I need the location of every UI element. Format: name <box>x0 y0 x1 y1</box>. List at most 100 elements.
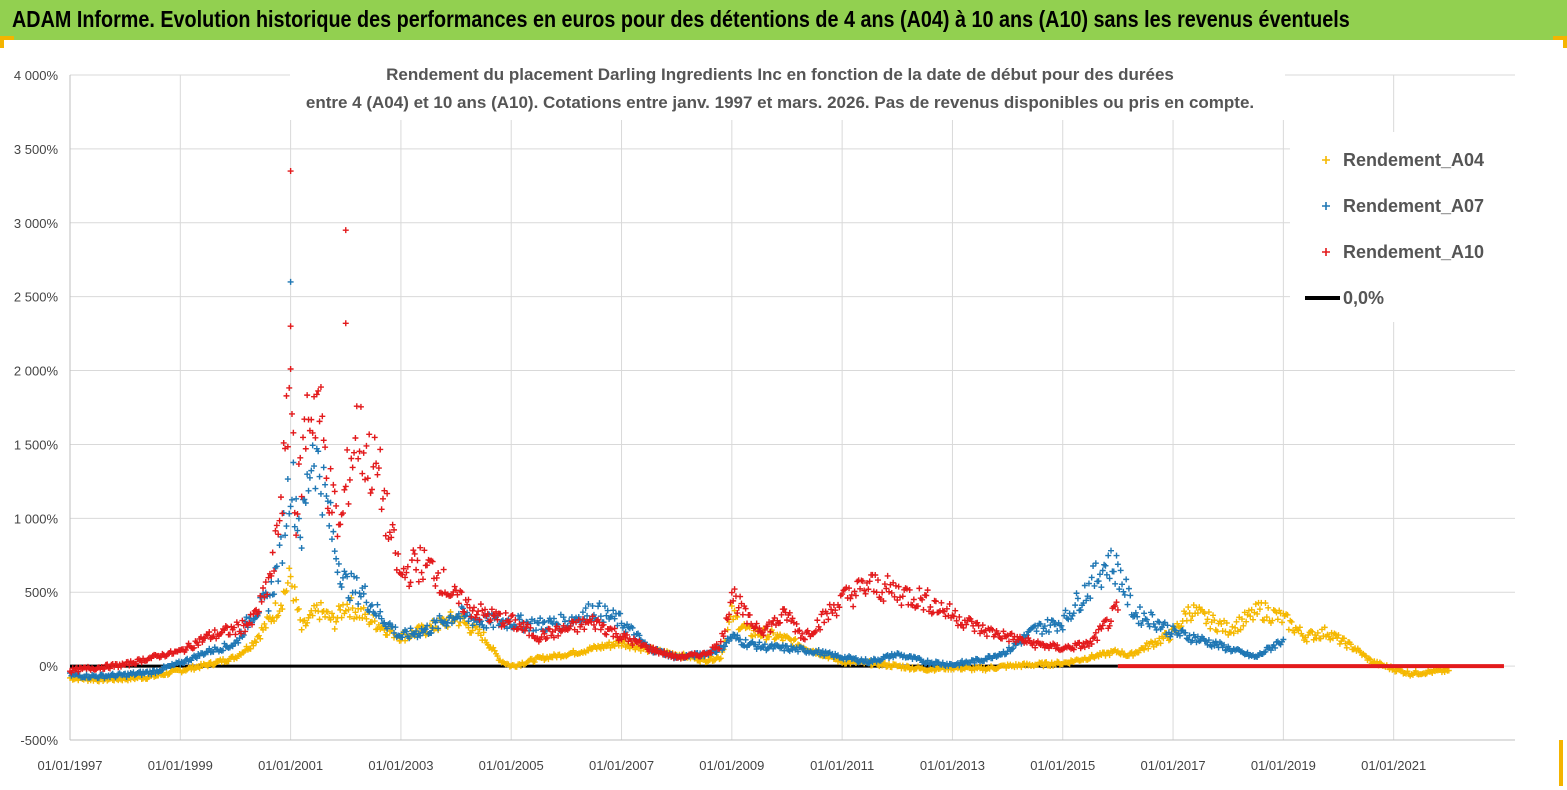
point-rendement_a07 <box>795 648 802 655</box>
point-rendement_a04 <box>626 645 633 652</box>
point-rendement_a04 <box>1374 658 1381 665</box>
point-rendement_a10 <box>974 619 981 626</box>
point-rendement_a07 <box>315 448 322 455</box>
point-rendement_a07 <box>931 661 938 668</box>
point-rendement_a10 <box>781 606 788 613</box>
y-tick-label: 4 000% <box>14 68 59 83</box>
point-rendement_a10 <box>752 624 759 631</box>
legend-label: Rendement_A10 <box>1343 242 1484 262</box>
point-rendement_a07 <box>756 639 763 646</box>
point-rendement_a10 <box>384 490 391 497</box>
point-rendement_a10 <box>419 576 426 583</box>
corner-accent-bottom-right <box>1559 740 1563 786</box>
point-rendement_a07 <box>322 481 329 488</box>
point-rendement_a04 <box>1189 613 1196 620</box>
point-rendement_a07 <box>1041 623 1048 630</box>
point-rendement_a10 <box>295 461 302 468</box>
point-rendement_a07 <box>1103 571 1110 578</box>
point-rendement_a10 <box>717 638 724 645</box>
point-rendement_a10 <box>476 616 483 623</box>
point-rendement_a10 <box>315 387 322 394</box>
point-rendement_a04 <box>1254 610 1261 617</box>
point-rendement_a07 <box>1125 585 1132 592</box>
point-rendement_a10 <box>1098 625 1105 632</box>
point-rendement_a04 <box>242 647 249 654</box>
point-rendement_a10 <box>497 610 504 617</box>
point-rendement_a04 <box>1263 614 1270 621</box>
point-rendement_a10 <box>873 589 880 596</box>
point-rendement_a07 <box>533 627 540 634</box>
point-rendement_a10 <box>421 547 428 554</box>
point-rendement_a04 <box>305 614 312 621</box>
point-rendement_a10 <box>916 585 923 592</box>
point-rendement_a10 <box>469 607 476 614</box>
point-rendement_a07 <box>1272 644 1279 651</box>
point-rendement_a10 <box>300 434 307 441</box>
point-rendement_a04 <box>763 636 770 643</box>
point-rendement_a04 <box>484 641 491 648</box>
legend-label: Rendement_A04 <box>1343 150 1484 170</box>
point-rendement_a07 <box>271 591 278 598</box>
point-rendement_a10 <box>999 635 1006 642</box>
point-rendement_a07 <box>504 625 511 632</box>
point-rendement_a04 <box>1187 617 1194 624</box>
point-rendement_a07 <box>1153 626 1160 633</box>
point-rendement_a07 <box>436 612 443 619</box>
point-rendement_a10 <box>857 585 864 592</box>
point-rendement_a10 <box>182 647 189 654</box>
point-rendement_a10 <box>1114 606 1121 613</box>
point-rendement_a04 <box>345 606 352 613</box>
point-rendement_a04 <box>284 579 291 586</box>
point-rendement_a10 <box>393 566 400 573</box>
point-rendement_a10 <box>458 589 465 596</box>
point-rendement_a10 <box>777 619 784 626</box>
point-rendement_a07 <box>1149 611 1156 618</box>
point-rendement_a07 <box>374 601 381 608</box>
point-rendement_a04 <box>124 677 131 684</box>
point-rendement_a07 <box>1189 637 1196 644</box>
point-rendement_a10 <box>1108 618 1115 625</box>
point-rendement_a07 <box>333 555 340 562</box>
point-rendement_a04 <box>1205 609 1212 616</box>
point-rendement_a07 <box>353 574 360 581</box>
point-rendement_a04 <box>1043 658 1050 665</box>
point-rendement_a10 <box>852 592 859 599</box>
point-rendement_a07 <box>148 671 155 678</box>
point-rendement_a04 <box>309 612 316 619</box>
point-rendement_a07 <box>312 485 319 492</box>
point-rendement_a10 <box>1054 642 1061 649</box>
point-rendement_a07 <box>1110 568 1117 575</box>
point-rendement_a07 <box>1091 582 1098 589</box>
point-rendement_a10 <box>560 622 567 629</box>
point-rendement_a10 <box>440 566 447 573</box>
point-rendement_a10 <box>268 572 275 579</box>
point-rendement_a10 <box>927 603 934 610</box>
point-rendement_a07 <box>435 625 442 632</box>
point-rendement_a07 <box>206 645 213 652</box>
point-rendement_a10 <box>804 627 811 634</box>
point-rendement_a04 <box>324 608 331 615</box>
point-rendement_a10 <box>439 590 446 597</box>
point-rendement_a07 <box>355 600 362 607</box>
point-rendement_a07 <box>1112 580 1119 587</box>
corner-accent-top-left <box>0 36 14 40</box>
point-rendement_a04 <box>1223 619 1230 626</box>
point-rendement_a04 <box>283 587 290 594</box>
point-rendement_a07 <box>323 493 330 500</box>
point-rendement_a10 <box>923 592 930 599</box>
point-rendement_a10 <box>231 624 238 631</box>
point-rendement_a07 <box>268 578 275 585</box>
point-rendement_a07 <box>283 523 290 530</box>
point-rendement_a07 <box>457 615 464 622</box>
point-rendement_a10 <box>865 586 872 593</box>
point-rendement_a10 <box>432 582 439 589</box>
point-rendement_a10 <box>903 585 910 592</box>
point-rendement_a10 <box>470 604 477 611</box>
point-rendement_a10 <box>309 429 316 436</box>
point-rendement_a07 <box>517 612 524 619</box>
point-rendement_a10 <box>764 623 771 630</box>
point-rendement_a07 <box>407 625 414 632</box>
point-rendement_a07 <box>327 499 334 506</box>
point-rendement_a07 <box>1081 582 1088 589</box>
point-rendement_a10 <box>946 601 953 608</box>
